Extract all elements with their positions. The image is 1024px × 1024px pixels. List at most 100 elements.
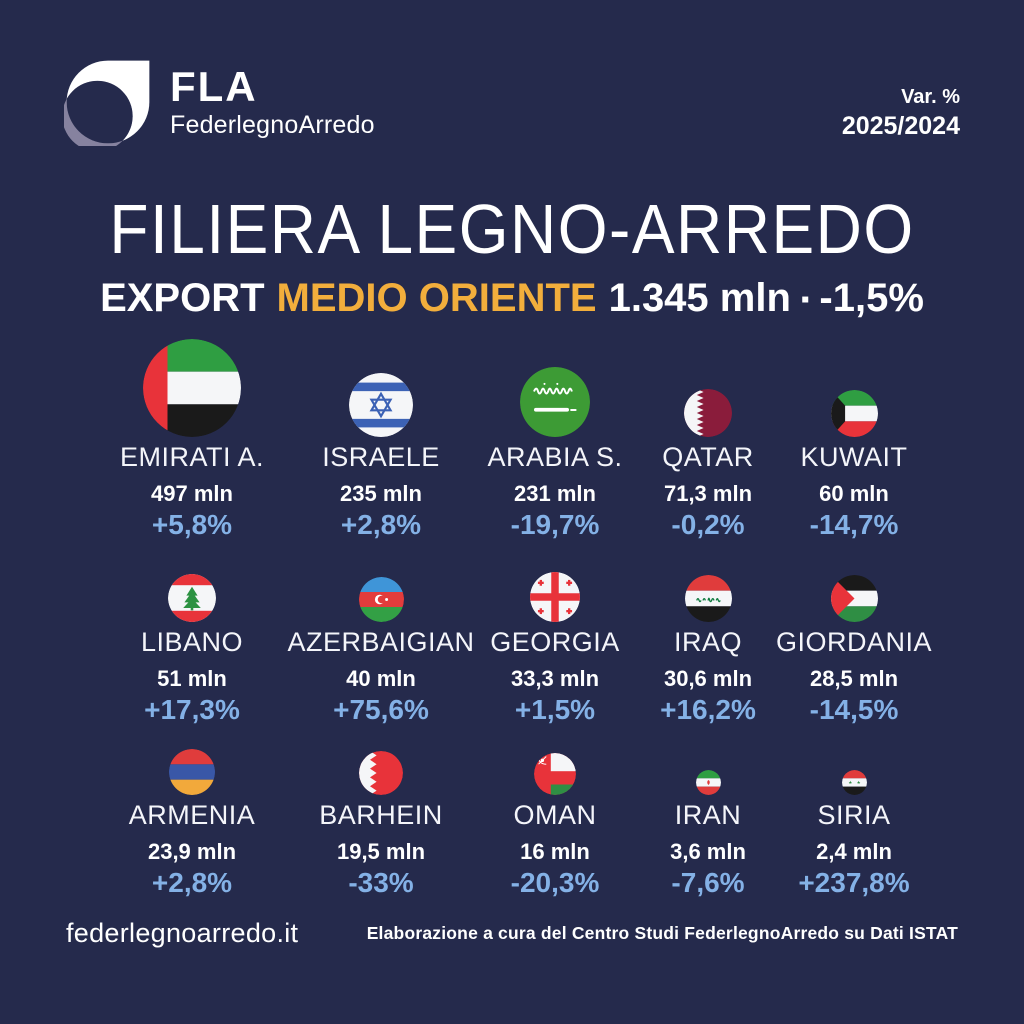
page-title: FILIERA LEGNO-ARREDO	[109, 190, 915, 268]
country-card-israel: ISRAELE 235 mln +2,8%	[292, 337, 470, 565]
subtitle-region-label: MEDIO ORIENTE	[276, 276, 597, 320]
country-export-value: 235 mln	[340, 481, 422, 506]
flag-container	[520, 337, 590, 437]
fla-leaf-logo-icon	[64, 60, 150, 146]
azerbaijan-flag-icon	[358, 577, 404, 622]
armenia-flag-icon	[169, 749, 215, 795]
saudi-flag-icon	[520, 367, 590, 437]
countries-grid: EMIRATI A. 497 mln +5,8% ISRAELE 235 mln +2,8…	[92, 337, 932, 920]
country-name: AZERBAIGIAN	[287, 627, 475, 657]
iraq-flag-icon	[684, 575, 732, 622]
country-card-iran: IRAN 3,6 mln -7,6%	[640, 745, 776, 920]
country-card-lebanon: LIBANO 51 mln +17,3%	[92, 565, 292, 745]
country-export-value: 60 mln	[819, 481, 889, 506]
country-variation: -20,3%	[510, 867, 600, 898]
country-card-azerbaijan: AZERBAIGIAN 40 mln +75,6%	[287, 565, 474, 745]
country-card-iraq: IRAQ 30,6 mln +16,2%	[640, 565, 776, 745]
lebanon-flag-icon	[168, 574, 216, 622]
country-variation: +237,8%	[798, 867, 910, 898]
country-name: BARHEIN	[319, 800, 443, 830]
variation-label: Var. %	[901, 86, 960, 108]
country-name: ISRAELE	[322, 442, 440, 472]
country-variation: +16,2%	[660, 694, 756, 725]
flag-container	[830, 337, 878, 437]
country-export-value: 497 mln	[151, 481, 233, 506]
georgia-flag-icon	[530, 572, 580, 622]
country-export-value: 33,3 mln	[510, 666, 600, 691]
country-variation: -14,7%	[809, 509, 899, 540]
country-variation: +1,5%	[514, 694, 596, 725]
country-card-qatar: QATAR 71,3 mln -0,2%	[640, 337, 776, 565]
jordan-flag-icon	[830, 575, 878, 622]
country-card-kuwait: KUWAIT 60 mln -14,7%	[776, 337, 932, 565]
logo-name: FederlegnoArredo	[170, 111, 375, 139]
country-name: KUWAIT	[800, 442, 908, 472]
country-name: IRAQ	[673, 627, 742, 657]
flag-container	[841, 745, 867, 795]
flag-container	[349, 337, 413, 437]
flag-container	[359, 745, 403, 795]
bahrain-flag-icon	[359, 751, 403, 795]
country-export-value: 71,3 mln	[663, 481, 753, 506]
header: FLA FederlegnoArredo Var. % 2025/2024	[64, 58, 960, 146]
subtitle-separator-icon: ▪	[800, 286, 810, 313]
country-variation: +17,3%	[144, 694, 240, 725]
logo-text: FLA FederlegnoArredo	[170, 66, 375, 140]
country-name: ARABIA S.	[487, 442, 623, 472]
country-variation: +2,8%	[151, 867, 233, 898]
country-card-georgia: GEORGIA 33,3 mln +1,5%	[470, 565, 640, 745]
flag-container	[358, 565, 404, 622]
website-link[interactable]: federlegnoarredo.it	[66, 918, 299, 948]
flag-container	[169, 745, 215, 795]
israel-flag-icon	[349, 373, 413, 437]
footer: federlegnoarredo.it Elaborazione a cura …	[66, 918, 958, 949]
country-variation: -14,5%	[809, 694, 899, 725]
flag-container	[168, 565, 216, 622]
country-variation: -33%	[348, 867, 414, 898]
logo-acronym: FLA	[170, 63, 258, 110]
country-variation: -7,6%	[671, 867, 745, 898]
oman-flag-icon	[534, 753, 576, 795]
country-name: SIRIA	[817, 800, 891, 830]
country-name: EMIRATI A.	[119, 442, 265, 472]
source-note: Elaborazione a cura del Centro Studi Fed…	[366, 923, 958, 943]
subtitle: EXPORT MEDIO ORIENTE 1.345 mln ▪ -1,5%	[0, 276, 1024, 321]
fla-logo: FLA FederlegnoArredo	[64, 58, 375, 146]
country-export-value: 19,5 mln	[336, 839, 426, 864]
country-export-value: 28,5 mln	[809, 666, 899, 691]
flag-container	[143, 337, 241, 437]
country-export-value: 16 mln	[520, 839, 590, 864]
flag-container	[530, 565, 580, 622]
iran-flag-icon	[695, 770, 721, 795]
country-card-saudi: ARABIA S. 231 mln -19,7%	[470, 337, 640, 565]
country-export-value: 2,4 mln	[816, 839, 892, 864]
variation-period-block: Var. % 2025/2024	[842, 86, 960, 141]
country-card-syria: SIRIA 2,4 mln +237,8%	[776, 745, 932, 920]
country-variation: -0,2%	[671, 509, 745, 540]
variation-period: 2025/2024	[841, 112, 960, 140]
uae-flag-icon	[143, 339, 241, 437]
subtitle-export-label: EXPORT	[100, 276, 265, 320]
syria-flag-icon	[841, 770, 867, 795]
country-card-armenia: ARMENIA 23,9 mln +2,8%	[92, 745, 292, 920]
flag-container	[684, 565, 732, 622]
country-export-value: 30,6 mln	[663, 666, 753, 691]
qatar-flag-icon	[684, 389, 732, 437]
country-name: IRAN	[674, 800, 742, 830]
subtitle-total-value: 1.345 mln	[608, 276, 791, 320]
country-name: GEORGIA	[490, 627, 620, 657]
country-card-uae: EMIRATI A. 497 mln +5,8%	[92, 337, 292, 565]
country-export-value: 23,9 mln	[147, 839, 237, 864]
country-card-oman: OMAN 16 mln -20,3%	[470, 745, 640, 920]
country-name: ARMENIA	[128, 800, 256, 830]
country-export-value: 51 mln	[157, 666, 227, 691]
country-export-value: 231 mln	[514, 481, 596, 506]
country-export-value: 40 mln	[346, 666, 416, 691]
country-name: OMAN	[513, 800, 597, 830]
country-card-bahrain: BARHEIN 19,5 mln -33%	[292, 745, 470, 920]
country-card-jordan: GIORDANIA 28,5 mln -14,5%	[776, 565, 932, 745]
country-variation: -19,7%	[510, 509, 600, 540]
kuwait-flag-icon	[830, 390, 878, 437]
flag-container	[684, 337, 732, 437]
